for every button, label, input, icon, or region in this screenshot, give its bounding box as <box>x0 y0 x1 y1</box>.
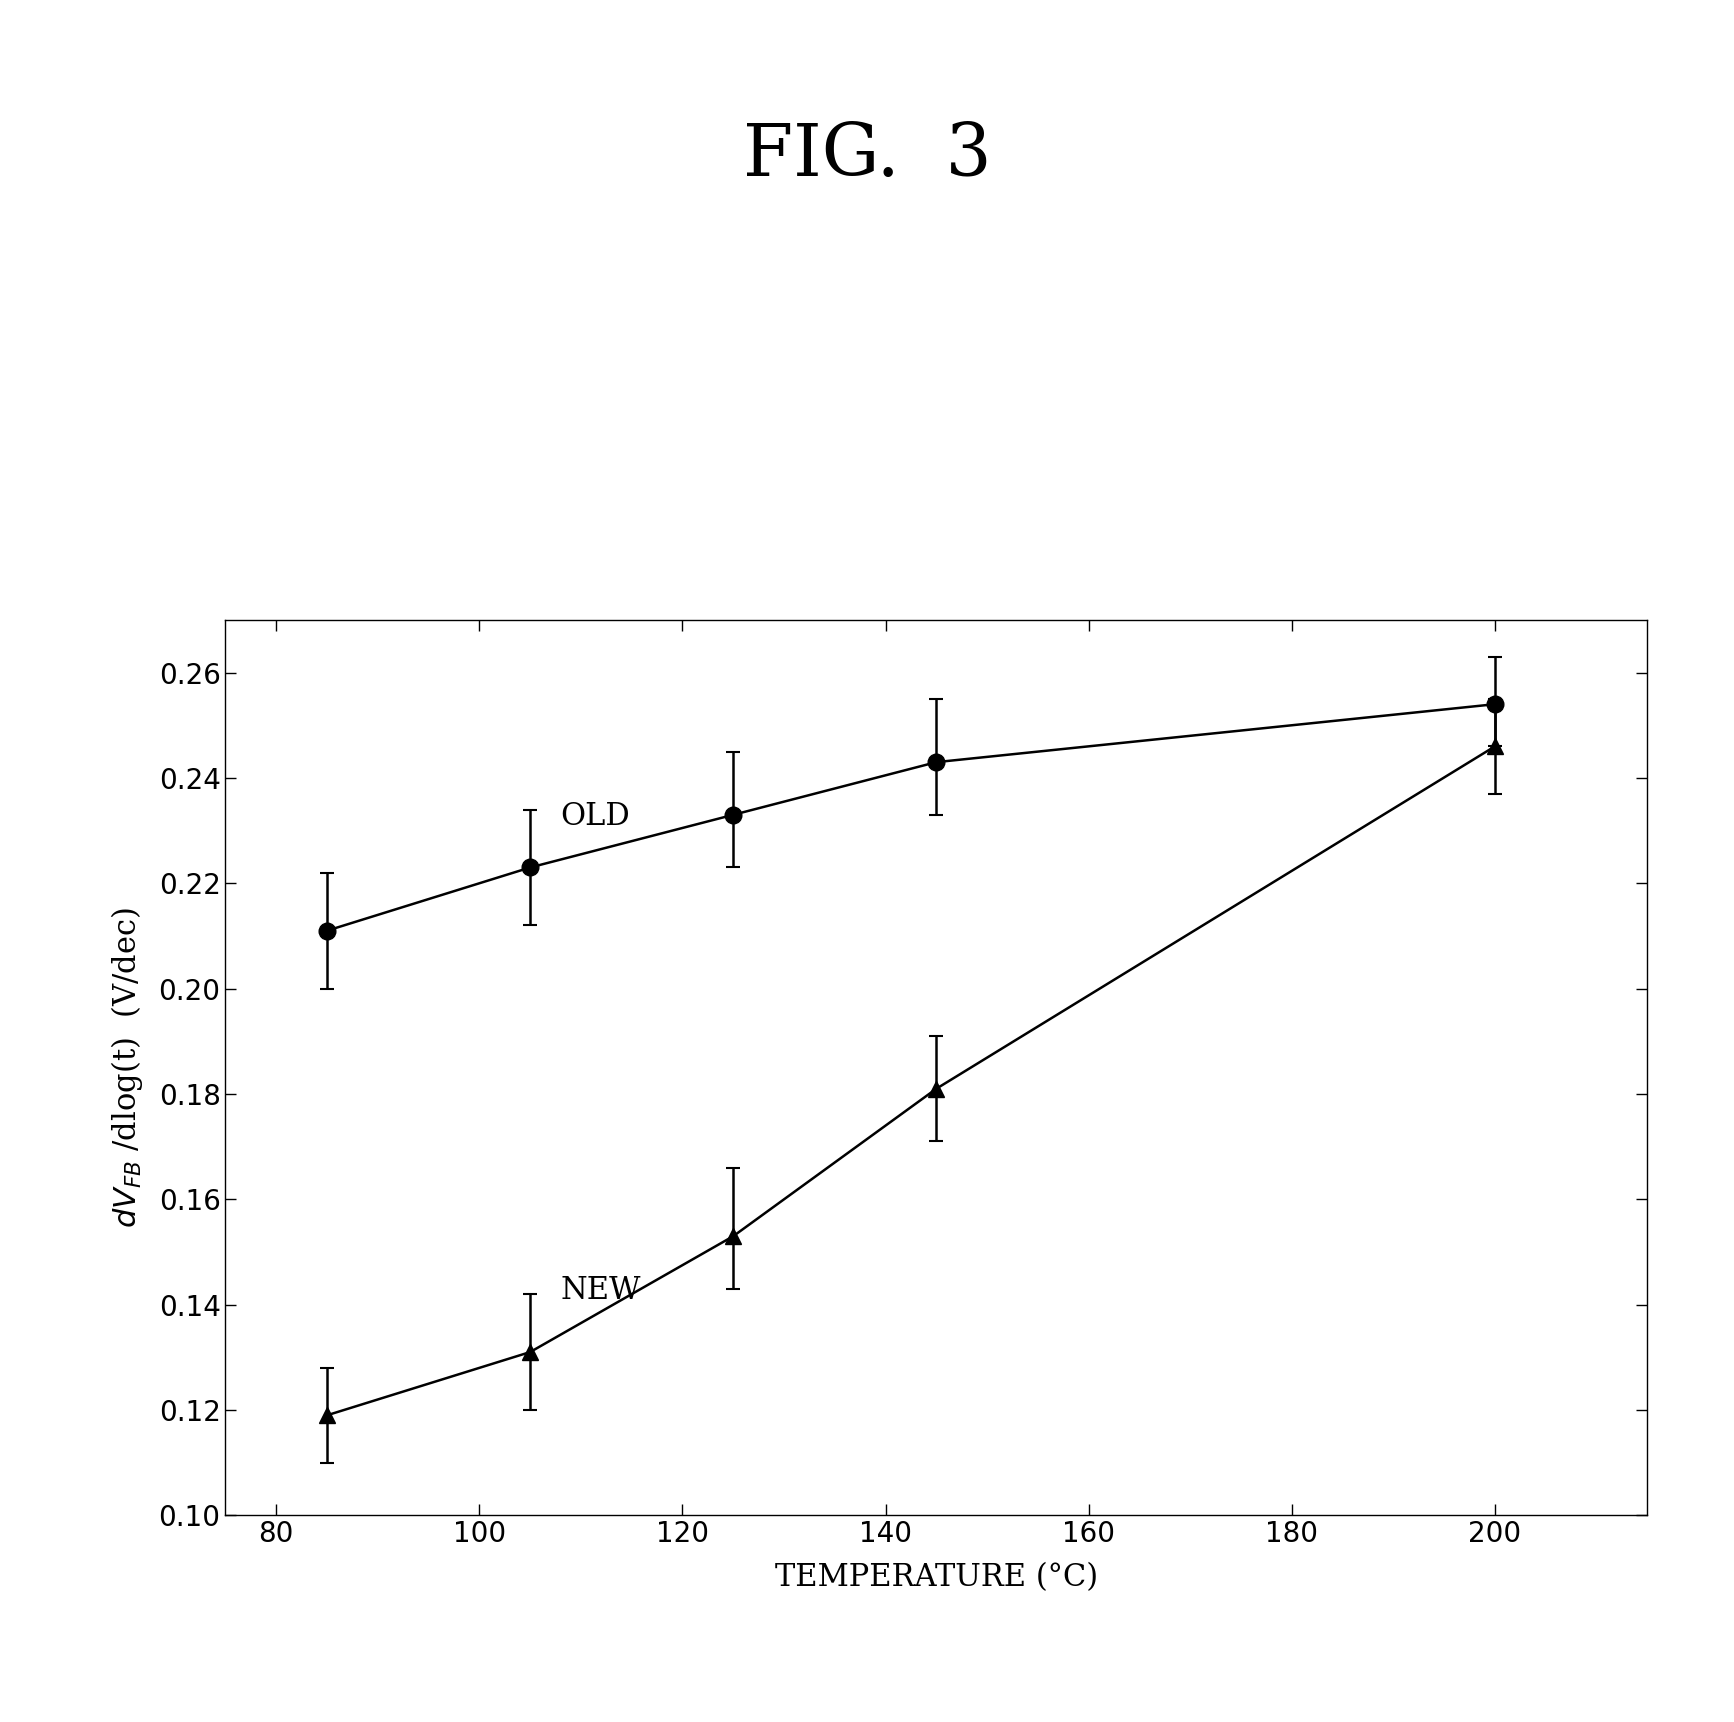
Text: NEW: NEW <box>560 1276 642 1307</box>
Text: FIG.  3: FIG. 3 <box>742 121 992 191</box>
Text: OLD: OLD <box>560 801 631 832</box>
Y-axis label: $dV_{FB}$ /dlog(t)  (V/dec): $dV_{FB}$ /dlog(t) (V/dec) <box>109 907 144 1228</box>
X-axis label: TEMPERATURE (°C): TEMPERATURE (°C) <box>775 1562 1098 1593</box>
